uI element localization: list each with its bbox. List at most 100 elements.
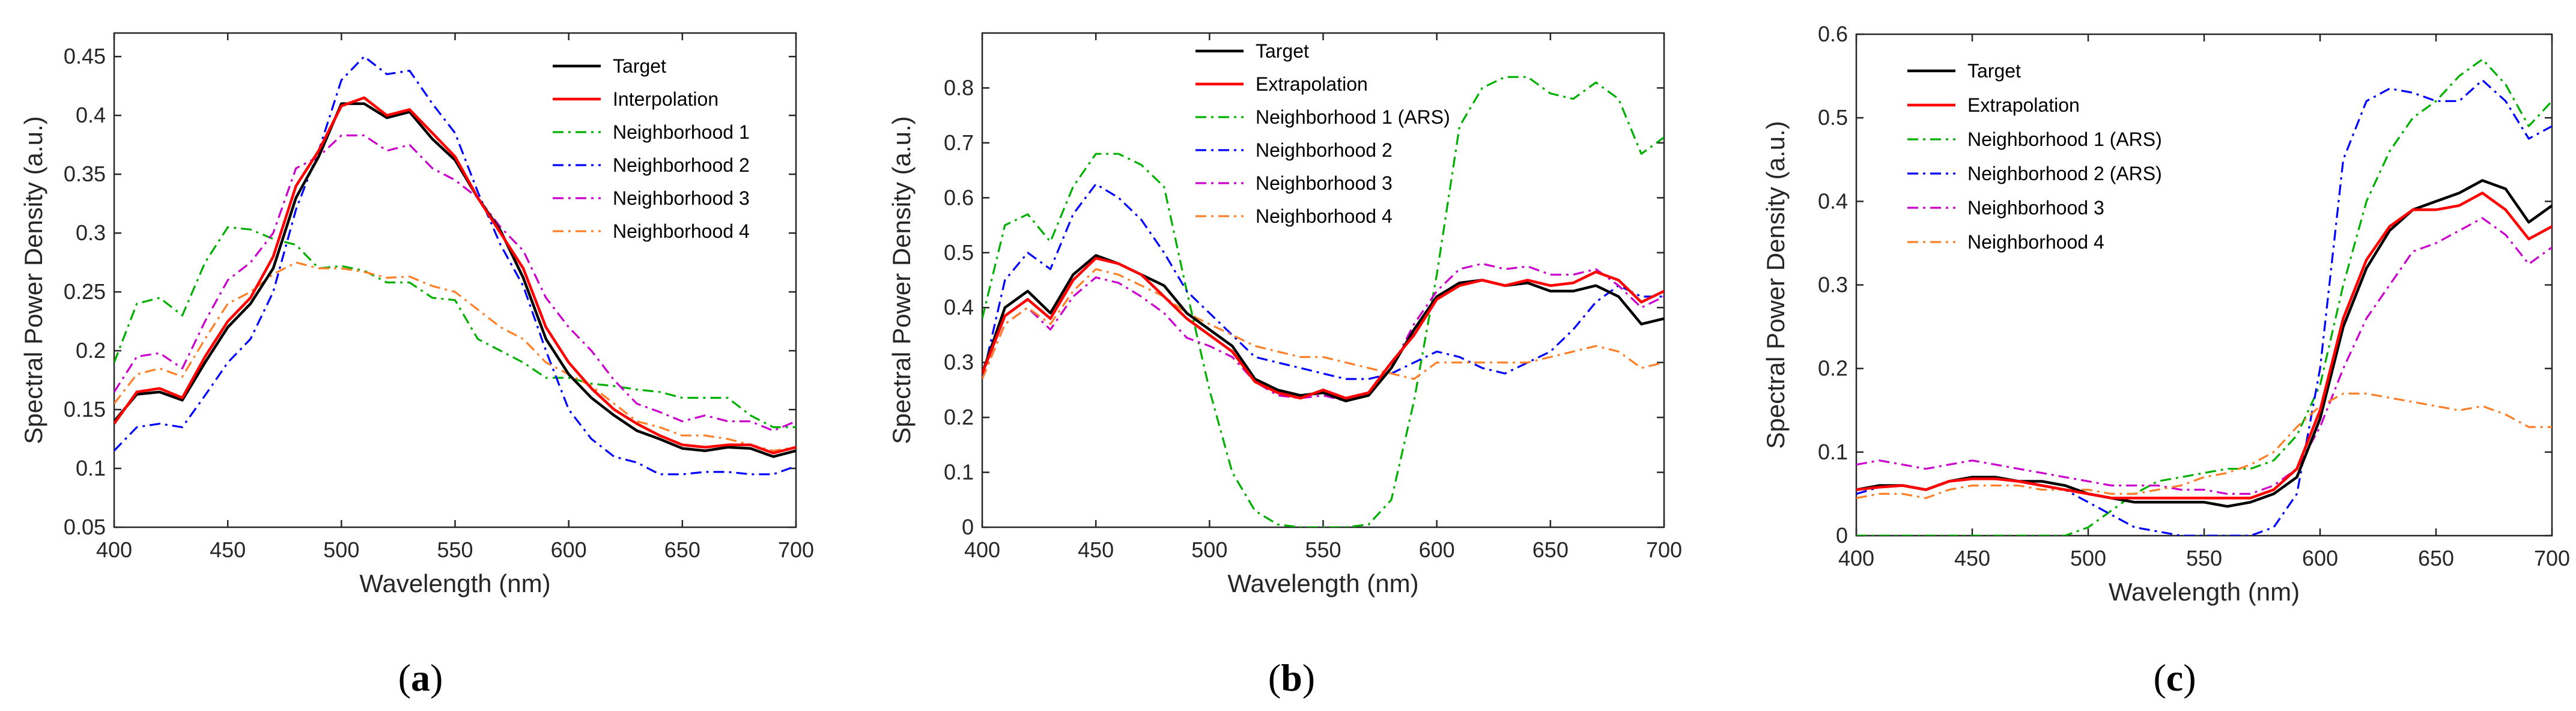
caption-close: ) xyxy=(430,656,443,699)
panel-b: 400 450 500 550 600 650 700 0 0.1 0.2 0.3 0.4 0.5 0.6… xyxy=(887,32,1682,699)
series-line-neighborhood-3 xyxy=(982,262,1664,402)
x-tick-label: 450 xyxy=(210,537,246,562)
y-tick-label: 0.45 xyxy=(64,44,106,68)
legend-label: Neighborhood 2 xyxy=(1256,139,1393,161)
x-axis-label: Wavelength (nm) xyxy=(1227,569,1418,598)
y-tick-label: 0.2 xyxy=(76,338,106,363)
series-line-target xyxy=(982,254,1664,402)
caption-letter: c xyxy=(2166,656,2183,699)
series-line-neighborhood-4 xyxy=(114,261,796,452)
x-tick-label: 700 xyxy=(2534,546,2570,570)
y-tick-label: 0 xyxy=(1836,523,1848,548)
caption-close: ) xyxy=(2183,656,2196,699)
panel-c: 400 450 500 550 600 650 700 0 0.1 0.2 0.3 0.4 0.5 0.6… xyxy=(1761,22,2570,699)
legend-label: Neighborhood 1 (ARS) xyxy=(1967,129,2162,150)
legend-label: Neighborhood 4 xyxy=(1256,205,1393,227)
caption-letter: b xyxy=(1281,656,1302,699)
x-axis-label: Wavelength (nm) xyxy=(359,569,550,598)
legend-label: Interpolation xyxy=(613,88,718,110)
y-tick-label: 0.2 xyxy=(944,405,974,429)
y-tick-label: 0.4 xyxy=(1818,189,1848,213)
legend-label: Neighborhood 1 (ARS) xyxy=(1256,106,1450,128)
series-line-neighborhood-4 xyxy=(1856,392,2552,500)
legend-label: Target xyxy=(613,55,666,77)
y-tick-label: 0.6 xyxy=(944,185,974,210)
y-tick-label: 0.5 xyxy=(944,240,974,265)
x-axis-label: Wavelength (nm) xyxy=(2109,578,2300,606)
y-tick-label: 0 xyxy=(962,515,974,539)
y-tick-label: 0.25 xyxy=(64,279,106,304)
series-line-neighborhood-3 xyxy=(114,134,796,432)
caption-open: ( xyxy=(2153,656,2166,699)
series-line-neighborhood-1-ars xyxy=(1856,58,2552,536)
plot-area-b xyxy=(981,32,1665,528)
legend-label: Neighborhood 3 xyxy=(1256,172,1393,194)
y-axis-label: Spectral Power Density (a.u.) xyxy=(1761,121,1790,449)
x-tick-label: 400 xyxy=(96,537,132,562)
series-line-target xyxy=(1856,179,2552,508)
y-tick-label: 0.1 xyxy=(1818,440,1848,464)
x-tick-label: 600 xyxy=(1419,537,1455,562)
y-tick-label: 0.4 xyxy=(944,295,974,319)
x-tick-label: 650 xyxy=(664,537,700,562)
x-tick-label: 650 xyxy=(1533,537,1569,562)
y-tick-label: 0.6 xyxy=(1818,22,1848,46)
series-line-interpolation xyxy=(114,96,796,455)
x-tick-label: 400 xyxy=(1838,546,1874,570)
series-line-target xyxy=(114,102,796,458)
y-tick-label: 0.15 xyxy=(64,397,106,422)
panel-a: 400 450 500 550 600 650 700 0.05 0.1 0.15 0.2 0.25 0… xyxy=(19,32,814,699)
y-tick-label: 0.8 xyxy=(944,75,974,100)
y-tick-label: 0.05 xyxy=(64,515,106,539)
legend-label: Extrapolation xyxy=(1256,73,1368,95)
y-tick-label: 0.35 xyxy=(64,162,106,186)
y-tick-label: 0.1 xyxy=(944,460,974,485)
x-tick-label: 550 xyxy=(2186,546,2222,570)
legend-c: Target Extrapolation Neighborhood 1 (ARS) N… xyxy=(1907,60,2162,253)
x-tick-label: 500 xyxy=(2070,546,2106,570)
legend-label: Neighborhood 1 xyxy=(613,121,750,143)
legend-label: Target xyxy=(1256,40,1309,62)
y-tick-label: 0.3 xyxy=(1818,273,1848,297)
x-tick-label: 550 xyxy=(1305,537,1341,562)
series-line-extrapolation xyxy=(1856,192,2552,500)
series-line-extrapolation xyxy=(982,256,1664,400)
series-line-neighborhood-4 xyxy=(982,268,1664,380)
series-line-neighborhood-1-ars xyxy=(982,76,1664,527)
legend-b: Target Extrapolation Neighborhood 1 (ARS) N… xyxy=(1195,40,1450,227)
legend-label: Neighborhood 3 xyxy=(1967,197,2104,219)
y-tick-label: 0.3 xyxy=(944,350,974,375)
legend-label: Target xyxy=(1967,60,2021,82)
legend-label: Neighborhood 4 xyxy=(613,220,750,242)
caption-close: ) xyxy=(1302,656,1315,699)
series-line-neighborhood-1 xyxy=(114,226,796,429)
caption-letter: a xyxy=(411,656,430,699)
x-tick-label: 700 xyxy=(1646,537,1682,562)
y-axis-label: Spectral Power Density (a.u.) xyxy=(19,116,47,444)
series-line-neighborhood-3 xyxy=(1856,217,2552,495)
plot-area-c xyxy=(1855,33,2553,537)
legend-a: Target Interpolation Neighborhood 1 Neighbo… xyxy=(553,55,750,242)
panel-caption-a: (a) xyxy=(398,656,443,699)
legend-label: Neighborhood 2 (ARS) xyxy=(1967,163,2162,184)
x-tick-label: 700 xyxy=(778,537,814,562)
y-tick-label: 0.3 xyxy=(76,220,106,245)
x-tick-label: 600 xyxy=(2302,546,2338,570)
y-tick-label: 0.2 xyxy=(1818,356,1848,381)
caption-open: ( xyxy=(398,656,411,699)
x-tick-label: 450 xyxy=(1078,537,1114,562)
legend-label: Neighborhood 4 xyxy=(1967,231,2104,253)
x-tick-label: 550 xyxy=(437,537,473,562)
legend-label: Extrapolation xyxy=(1967,94,2080,116)
x-tick-label: 600 xyxy=(551,537,587,562)
y-tick-label: 0.7 xyxy=(944,130,974,155)
x-tick-label: 500 xyxy=(1191,537,1227,562)
x-tick-label: 450 xyxy=(1954,546,1990,570)
panel-caption-c: (c) xyxy=(2153,656,2196,699)
y-tick-label: 0.4 xyxy=(76,103,106,127)
x-tick-label: 400 xyxy=(964,537,1000,562)
legend-label: Neighborhood 2 xyxy=(613,154,750,176)
y-tick-label: 0.1 xyxy=(76,456,106,480)
caption-open: ( xyxy=(1268,656,1281,699)
